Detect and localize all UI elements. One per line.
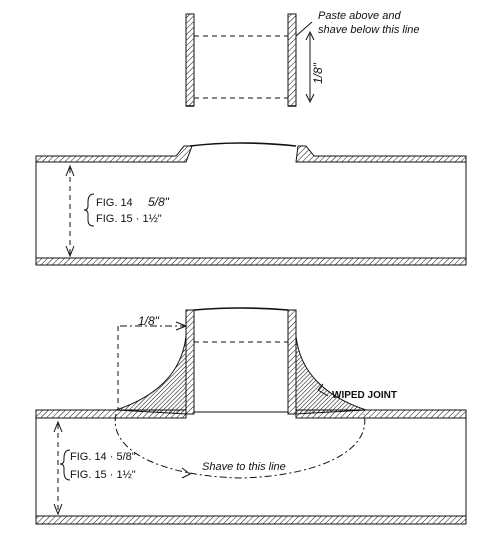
middle-pipe-opening bbox=[189, 142, 297, 147]
top-branch-piece: Paste above and shave below this line 1/… bbox=[185, 10, 420, 107]
bottom-pipe-bottom-wall bbox=[35, 515, 467, 525]
top-dimension-arrow-up bbox=[305, 30, 315, 41]
joint-width-arrow bbox=[175, 321, 188, 331]
branch-left-wall bbox=[185, 309, 195, 415]
bottom-brace bbox=[59, 449, 71, 481]
bottom-dimension-arrow-down bbox=[53, 503, 63, 516]
bottom-wiped-joint-assembly: 1/8" WIPED JOINT Shave to this line FIG.… bbox=[35, 307, 467, 525]
top-piece-left-wall bbox=[185, 13, 195, 107]
bottom-pipe-top-wall-right bbox=[295, 409, 467, 419]
middle-pipe-top-wall-left bbox=[35, 145, 193, 163]
shave-label: Shave to this line bbox=[202, 461, 286, 473]
paste-note-line1: Paste above and bbox=[318, 10, 401, 22]
bottom-fig15-label: FIG. 15 · 1½" bbox=[70, 469, 136, 481]
wiped-joint-leader bbox=[317, 383, 329, 397]
joint-width-label: 1/8" bbox=[138, 314, 160, 328]
middle-fig15-label: FIG. 15 · 1½" bbox=[96, 213, 162, 225]
bottom-dimension-arrow-up bbox=[53, 420, 63, 433]
note-leader bbox=[295, 21, 313, 37]
middle-brace bbox=[83, 193, 95, 227]
wiped-solder-right bbox=[295, 335, 367, 415]
middle-fig14-value: 5/8" bbox=[148, 195, 170, 209]
middle-pipe-top-wall-right bbox=[295, 145, 467, 163]
middle-main-pipe: FIG. 14 5/8" FIG. 15 · 1½" bbox=[35, 142, 467, 266]
branch-top-edge bbox=[193, 307, 289, 311]
bottom-pipe-top-wall-left bbox=[35, 409, 187, 419]
middle-pipe-bottom-wall bbox=[35, 257, 467, 266]
bottom-fig14-label: FIG. 14 · 5/8" bbox=[70, 451, 136, 463]
shave-arc-arrow bbox=[181, 467, 191, 479]
top-dimension-arrow-down bbox=[305, 93, 315, 104]
wiped-solder-left bbox=[115, 335, 187, 415]
top-piece-right-wall bbox=[287, 13, 297, 107]
middle-dimension-arrow-down bbox=[65, 245, 75, 258]
top-dimension-label: 1/8" bbox=[311, 62, 325, 84]
shave-arc bbox=[114, 413, 366, 479]
wiped-joint-label: WIPED JOINT bbox=[332, 390, 397, 401]
paste-note-line2: shave below this line bbox=[318, 24, 420, 36]
middle-dimension-arrow-up bbox=[65, 164, 75, 177]
branch-right-wall bbox=[287, 309, 297, 415]
middle-fig14-label: FIG. 14 bbox=[96, 197, 133, 209]
